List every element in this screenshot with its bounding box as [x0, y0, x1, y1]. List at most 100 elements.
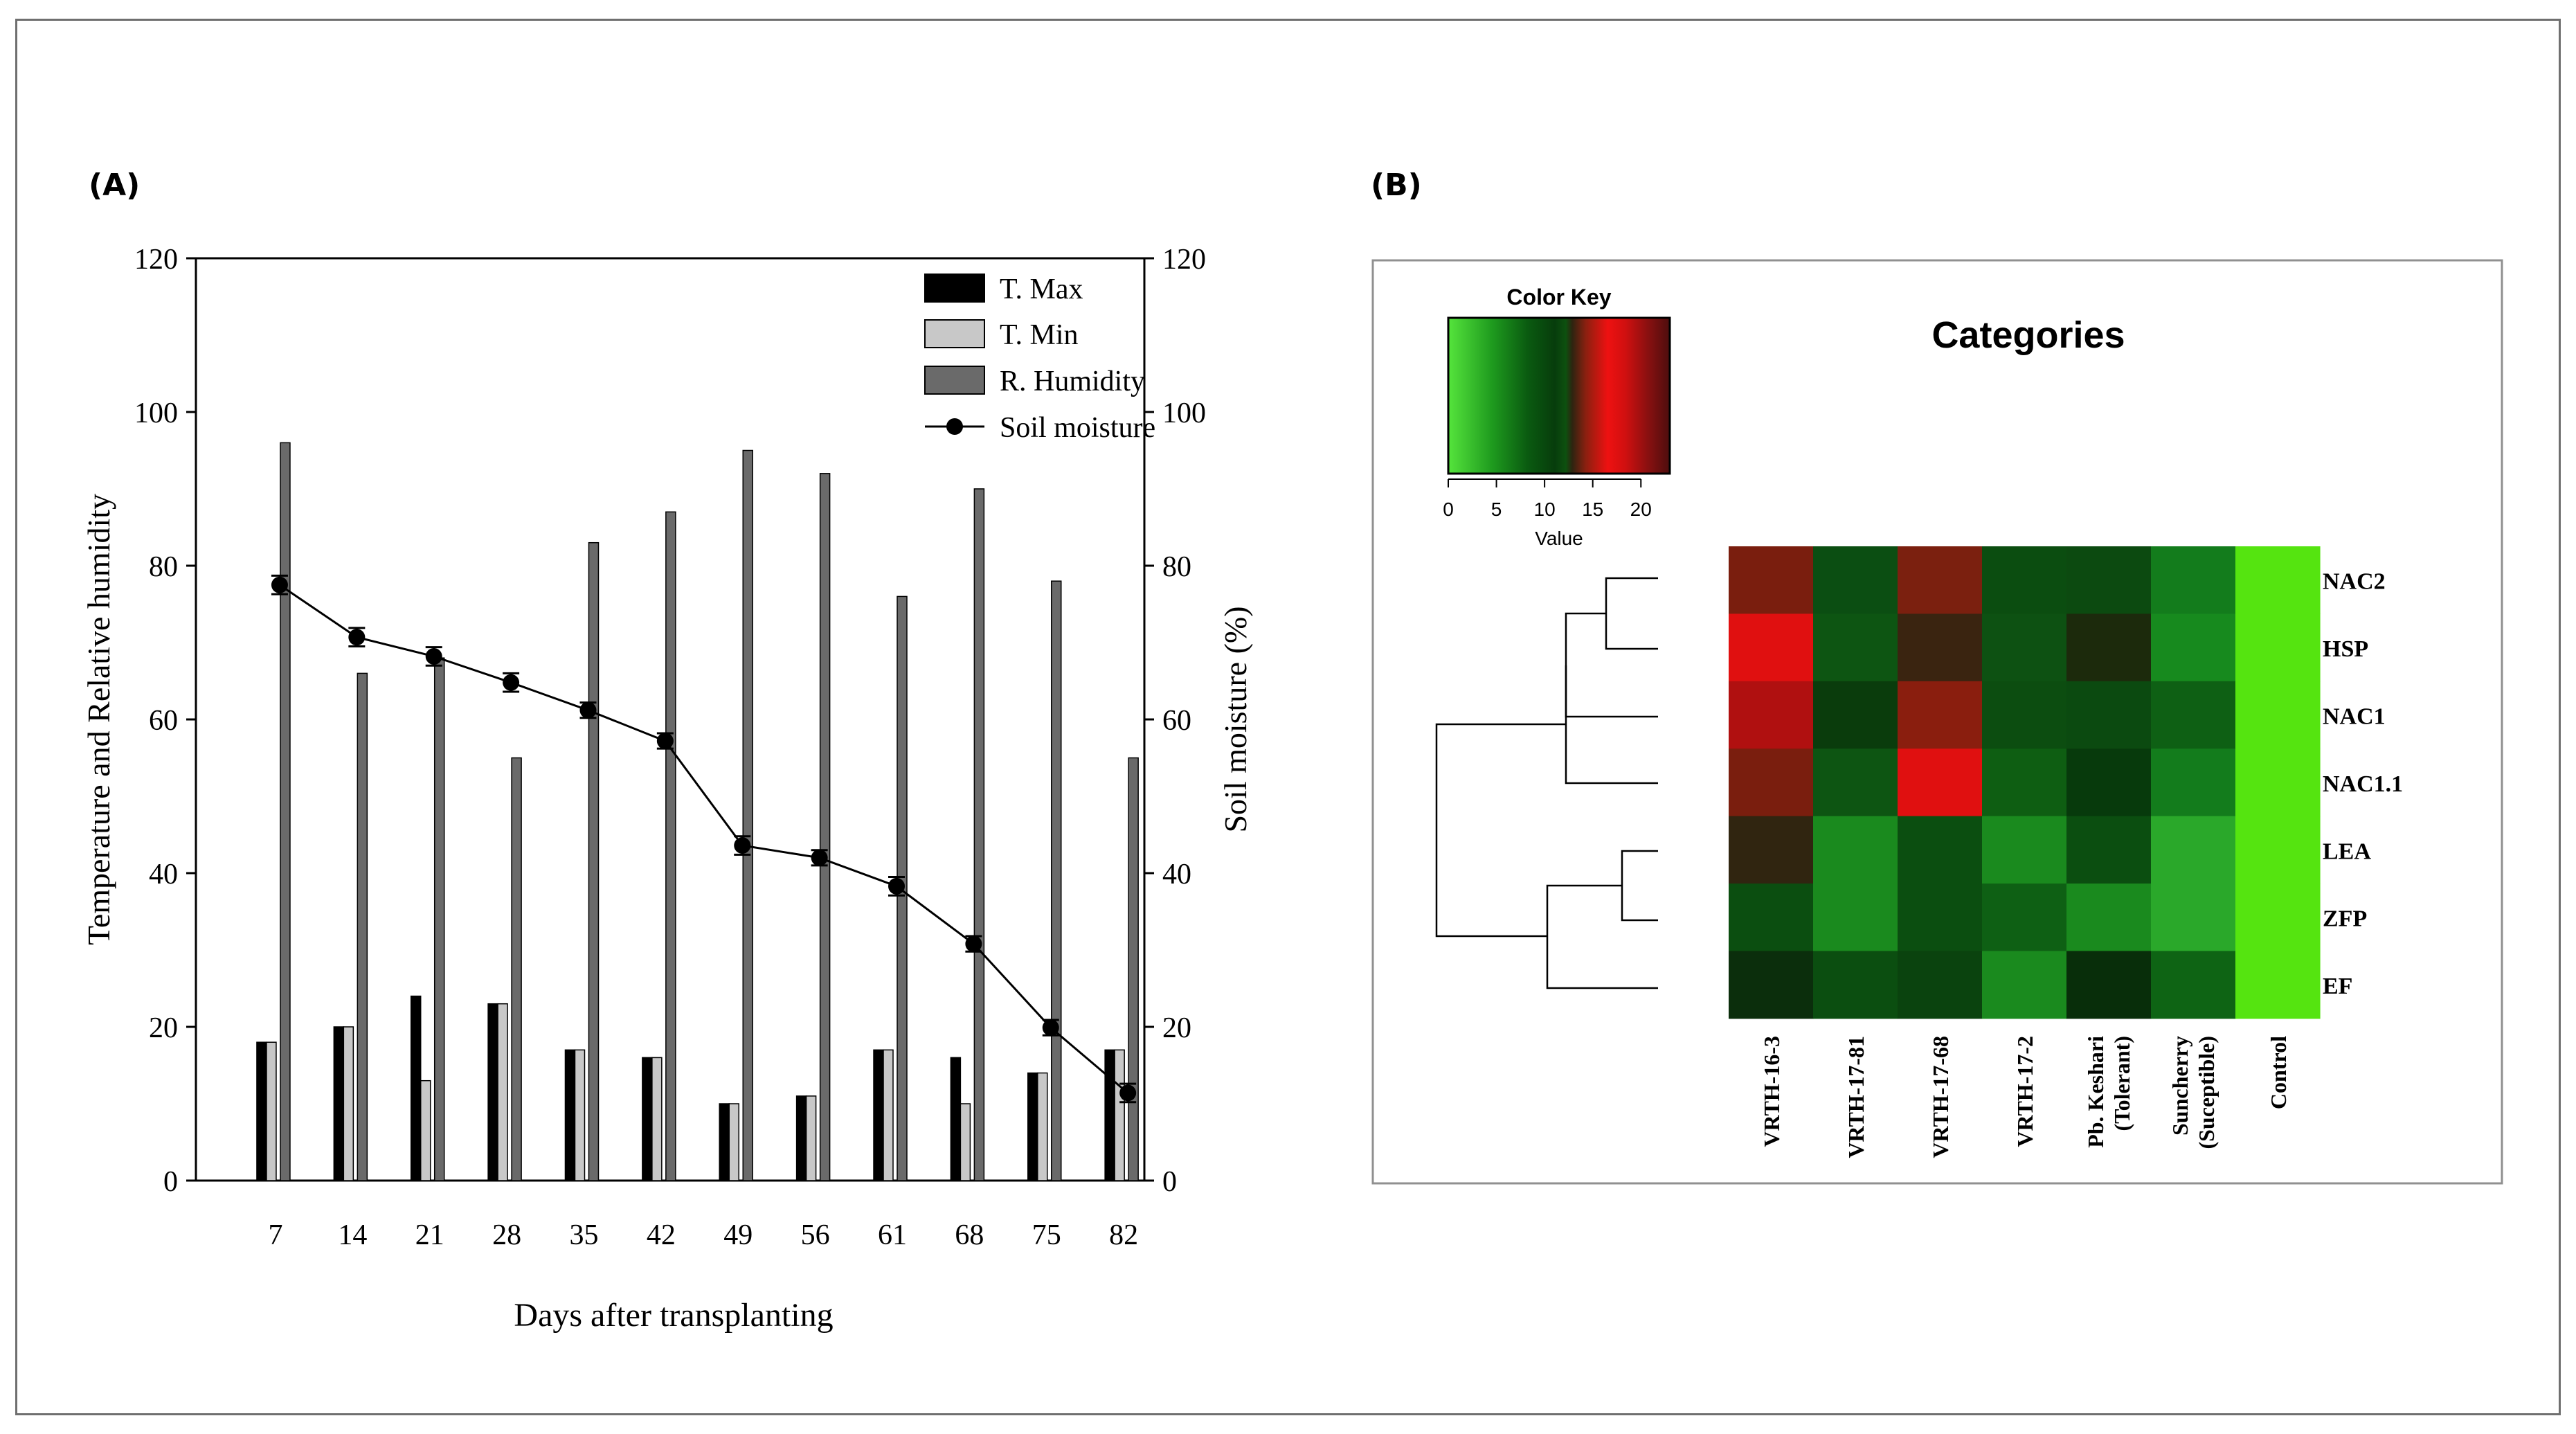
- heatmap-cell-nac1-1-vrth-17-68: [1898, 749, 1983, 817]
- heatmap-cell-hsp-pb-keshari-tolerant: [2066, 613, 2152, 682]
- soil-moisture-point-82: [1119, 1084, 1137, 1102]
- heatmap-cell-lea-control: [2235, 816, 2321, 884]
- y2-tick-label: 0: [1162, 1166, 1177, 1198]
- color-key-tick-label: 20: [1630, 499, 1652, 520]
- y-tick-label: 20: [149, 1012, 178, 1044]
- bar-r-humidity-35: [588, 541, 600, 1181]
- heatmap-cell-lea-vrth-17-2: [1982, 816, 2067, 884]
- bar-r-humidity-42: [665, 511, 676, 1181]
- x-axis-title: Days after transplanting: [514, 1297, 833, 1334]
- dendrogram-branch-ef: [1546, 884, 1658, 989]
- soil-moisture-point-14: [348, 629, 366, 646]
- heatmap-col-label-vrth-16-3: VRTH-16-3: [1759, 1036, 1784, 1147]
- heatmap-col-label-vrth-17-81: VRTH-17-81: [1844, 1036, 1868, 1158]
- legend-swatch-soil-moisture-marker: [946, 418, 963, 435]
- bar-r-humidity-7: [280, 442, 291, 1181]
- color-key-gradient: [1447, 316, 1671, 475]
- heatmap-cell-zfp-pb-keshari-tolerant: [2066, 884, 2152, 951]
- soil-moisture-point-42: [656, 733, 674, 750]
- y2-tick-label: 20: [1162, 1012, 1191, 1044]
- soil-moisture-point-61: [888, 877, 906, 895]
- soil-moisture-point-68: [965, 935, 982, 953]
- soil-moisture-point-21: [425, 647, 442, 665]
- soil-moisture-point-35: [579, 701, 597, 719]
- bar-r-humidity-75: [1051, 580, 1062, 1181]
- bar-t-max-82: [1104, 1049, 1115, 1181]
- heatmap-cell-ef-pb-keshari-tolerant: [2066, 951, 2152, 1019]
- bar-t-max-61: [873, 1049, 884, 1181]
- heatmap-row-label-nac2: NAC2: [2323, 569, 2386, 595]
- bar-t-min-49: [728, 1103, 739, 1181]
- bar-t-max-68: [950, 1057, 962, 1181]
- heatmap-row-label-lea: LEA: [2323, 839, 2371, 864]
- heatmap-row-label-zfp: ZFP: [2323, 906, 2367, 932]
- legend-swatch-t-min: [924, 319, 985, 348]
- bar-r-humidity-56: [819, 473, 831, 1181]
- soil-moisture-point-56: [811, 849, 828, 866]
- y2-tick-label: 40: [1162, 859, 1191, 890]
- heatmap-cell-ef-suncherry-suceptible: [2151, 951, 2236, 1019]
- heatmap-cell-ef-vrth-17-81: [1813, 951, 1898, 1019]
- panel-a-label: (A): [89, 168, 140, 203]
- heatmap-cell-nac1-1-vrth-17-81: [1813, 749, 1898, 817]
- x-tick-label: 28: [492, 1219, 521, 1251]
- bar-t-min-56: [805, 1095, 817, 1181]
- bar-r-humidity-82: [1128, 757, 1139, 1181]
- y-tick-label: 40: [149, 859, 178, 890]
- y-axis-title: Temperature and Relative humidity: [81, 494, 116, 945]
- soil-moisture-line: [279, 584, 1129, 1094]
- y2-tick-label: 60: [1162, 705, 1191, 737]
- bar-t-min-82: [1114, 1049, 1125, 1181]
- panel-b-border: [1371, 259, 2503, 1185]
- bar-t-min-61: [883, 1049, 894, 1181]
- color-key-tick-label: 15: [1582, 499, 1603, 520]
- heatmap-cell-ef-vrth-17-2: [1982, 951, 2067, 1019]
- y-tick-label: 60: [149, 705, 178, 737]
- heatmap-cell-nac1-1-control: [2235, 749, 2321, 817]
- heatmap-cell-nac1-suncherry-suceptible: [2151, 681, 2236, 749]
- bar-t-max-14: [333, 1026, 345, 1181]
- y-tick-label: 120: [134, 244, 178, 276]
- y-tick-label: 100: [134, 397, 178, 429]
- heatmap-cell-ef-control: [2235, 951, 2321, 1019]
- x-tick-label: 56: [801, 1219, 830, 1251]
- heatmap-cell-nac1-1-pb-keshari-tolerant: [2066, 749, 2152, 817]
- x-tick-label: 7: [268, 1219, 282, 1251]
- bar-t-min-7: [266, 1041, 277, 1181]
- figure-frame: [15, 19, 2561, 1415]
- heatmap-cell-lea-vrth-16-3: [1729, 816, 1814, 884]
- bar-r-humidity-68: [973, 488, 985, 1181]
- heatmap-cell-nac1-1-suncherry-suceptible: [2151, 749, 2236, 817]
- heatmap-cell-hsp-suncherry-suceptible: [2151, 613, 2236, 682]
- heatmap: NAC2 HSP NAC1 NAC1.1 LEA ZFP EF VRTH-16-3 VRTH-1…: [1729, 546, 2403, 1158]
- heatmap-cell-ef-vrth-16-3: [1729, 951, 1814, 1019]
- panel-a-chart: 0 20 40 60 80 100 120 0 20 40 60 80 100 120 Temperatur…: [81, 244, 1253, 1334]
- heatmap-cell-zfp-suncherry-suceptible: [2151, 884, 2236, 951]
- bar-t-max-28: [487, 1003, 498, 1181]
- x-tick-label: 61: [878, 1219, 907, 1251]
- legend-label-soil-moisture: Soil moisture: [1000, 412, 1155, 444]
- y-tick-label: 0: [163, 1166, 178, 1198]
- heatmap-cell-zfp-control: [2235, 884, 2321, 951]
- x-tick-label: 14: [338, 1219, 367, 1251]
- bar-r-humidity-49: [742, 449, 753, 1181]
- bar-t-max-75: [1027, 1072, 1038, 1181]
- heatmap-cell-zfp-vrth-17-2: [1982, 884, 2067, 951]
- dendrogram-root: [1435, 723, 1566, 938]
- heatmap-cell-nac2-vrth-17-81: [1813, 546, 1898, 614]
- panel-b-label: (B): [1371, 168, 1422, 203]
- heatmap-row-label-hsp: HSP: [2323, 636, 2368, 662]
- color-key-tick-label: 10: [1534, 499, 1556, 520]
- bar-t-min-35: [574, 1049, 586, 1181]
- bar-t-max-21: [410, 995, 422, 1181]
- x-tick-label: 49: [723, 1219, 753, 1251]
- bar-t-max-56: [795, 1095, 807, 1181]
- row-dendrogram: [1435, 577, 1658, 989]
- x-tick-label: 75: [1032, 1219, 1061, 1251]
- heatmap-col-label-suncherry-suceptible: Suncherry: [2168, 1036, 2192, 1136]
- legend-label-t-max: T. Max: [1000, 274, 1083, 305]
- heatmap-cell-nac1-vrth-16-3: [1729, 681, 1814, 749]
- heatmap-col-label-pb-keshari-tolerant: Pb. Keshari: [2083, 1036, 2108, 1148]
- heatmap-cell-zfp-vrth-16-3: [1729, 884, 1814, 951]
- heatmap-cell-nac1-vrth-17-81: [1813, 681, 1898, 749]
